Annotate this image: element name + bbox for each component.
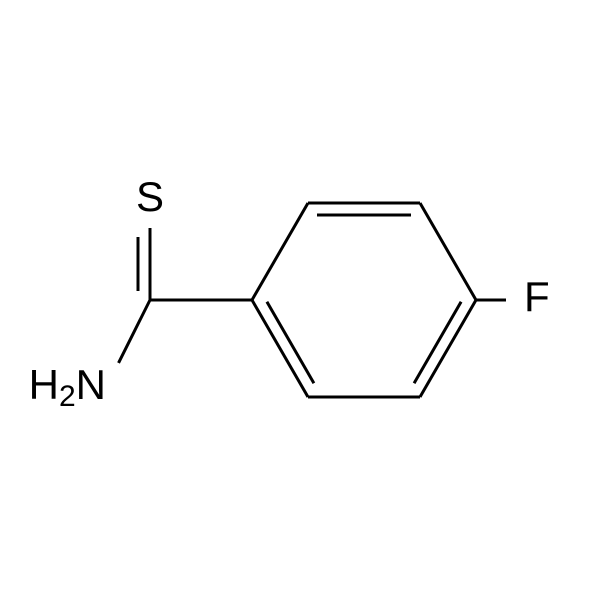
bond-line xyxy=(252,203,308,300)
bond-line xyxy=(252,300,308,397)
bond-line xyxy=(267,302,314,383)
bond-line xyxy=(420,203,476,300)
atom-label-N: H2N xyxy=(29,361,106,413)
molecule-diagram: S H2N F xyxy=(0,0,600,600)
bond-line xyxy=(420,300,476,397)
atom-label-S: S xyxy=(136,173,164,220)
bond-line xyxy=(119,300,150,363)
bond-line xyxy=(414,302,461,383)
atom-label-F: F xyxy=(524,273,550,320)
